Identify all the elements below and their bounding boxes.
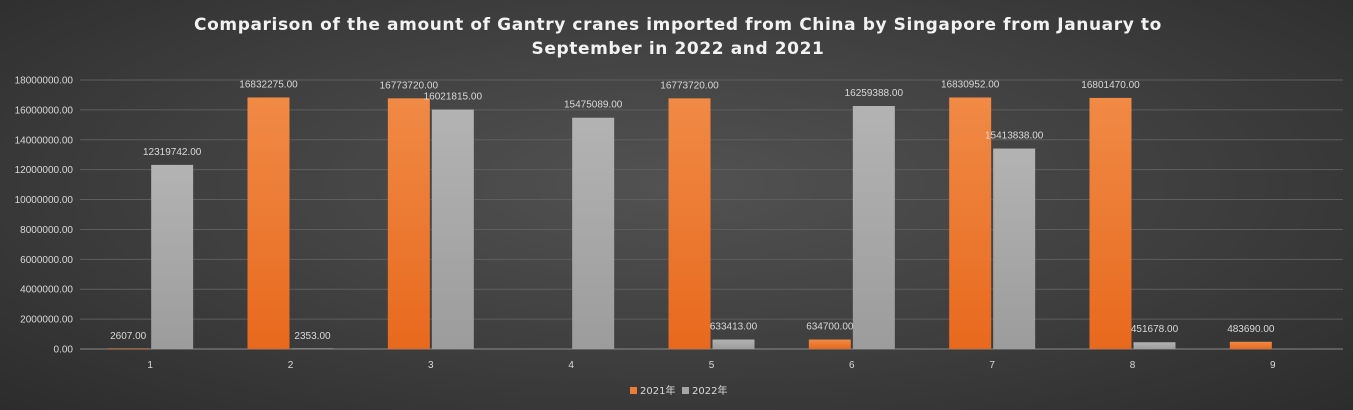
x-tick-label: 1 [147, 360, 153, 371]
bar-2022 [572, 117, 615, 349]
y-axis: 0.00 2000000.00 4000000.00 6000000.00 800000… [15, 76, 74, 356]
gridlines [80, 79, 1343, 350]
x-axis: 1 2 3 4 5 6 7 8 9 [147, 360, 1276, 371]
y-tick-label: 12000000.00 [15, 165, 74, 176]
legend-swatch-2021 [630, 387, 637, 394]
x-tick-label: 7 [989, 360, 995, 371]
data-labels: 2607.00 12319742.00 16832275.00 2353.00 1677… [110, 79, 1275, 342]
legend: 2021年 2022年 [630, 384, 727, 397]
y-tick-label: 14000000.00 [15, 135, 74, 146]
data-label: 15413838.00 [985, 131, 1044, 142]
bar-2021 [387, 98, 430, 349]
x-tick-label: 2 [288, 360, 294, 371]
y-tick-label: 18000000.00 [15, 76, 74, 87]
y-tick-label: 10000000.00 [15, 195, 74, 206]
legend-swatch-2022 [682, 387, 689, 394]
data-label: 2353.00 [294, 331, 331, 342]
data-label: 12319742.00 [143, 147, 202, 158]
bar-2022 [431, 109, 474, 350]
data-label: 483690.00 [1227, 324, 1275, 335]
data-label: 16830952.00 [941, 79, 1000, 90]
x-tick-label: 3 [428, 360, 434, 371]
data-label: 2607.00 [110, 331, 147, 342]
legend-label-2022: 2022年 [692, 384, 727, 397]
data-label: 16801470.00 [1081, 80, 1140, 91]
bar-2022 [712, 339, 755, 349]
chart-title-line1: Comparison of the amount of Gantry crane… [194, 15, 1162, 35]
y-tick-label: 2000000.00 [20, 315, 73, 326]
data-label: 16773720.00 [660, 80, 719, 91]
legend-label-2021: 2021年 [640, 384, 675, 397]
x-tick-label: 6 [849, 360, 855, 371]
bar-2021 [107, 348, 150, 349]
data-label: 16832275.00 [239, 79, 298, 90]
data-label: 16259388.00 [845, 88, 904, 99]
x-tick-label: 9 [1270, 360, 1276, 371]
bars [107, 97, 1272, 350]
y-tick-label: 6000000.00 [20, 255, 73, 266]
bar-2022 [993, 148, 1036, 349]
x-tick-label: 4 [568, 360, 574, 371]
x-tick-label: 5 [709, 360, 715, 371]
bar-2021 [1229, 341, 1272, 349]
data-label: 16773720.00 [380, 80, 439, 91]
y-tick-label: 0.00 [54, 345, 74, 356]
data-label: 16021815.00 [424, 92, 483, 103]
y-tick-label: 4000000.00 [20, 285, 73, 296]
y-tick-label: 16000000.00 [15, 105, 74, 116]
bar-2022 [1133, 342, 1176, 349]
bar-2021 [808, 339, 851, 349]
data-label: 451678.00 [1131, 324, 1179, 335]
bar-2021 [247, 97, 290, 349]
chart-title-line2: September in 2022 and 2021 [532, 39, 825, 59]
bar-2022 [852, 106, 895, 349]
x-tick-label: 8 [1130, 360, 1136, 371]
bar-2022 [151, 164, 194, 349]
bar-2021 [1089, 97, 1132, 349]
data-label: 633413.00 [710, 322, 758, 333]
y-tick-label: 8000000.00 [20, 225, 73, 236]
data-label: 15475089.00 [564, 100, 623, 111]
bar-2021 [949, 97, 992, 350]
bar-2022 [291, 348, 334, 349]
data-label: 634700.00 [806, 322, 854, 333]
bar-2021 [668, 98, 711, 349]
